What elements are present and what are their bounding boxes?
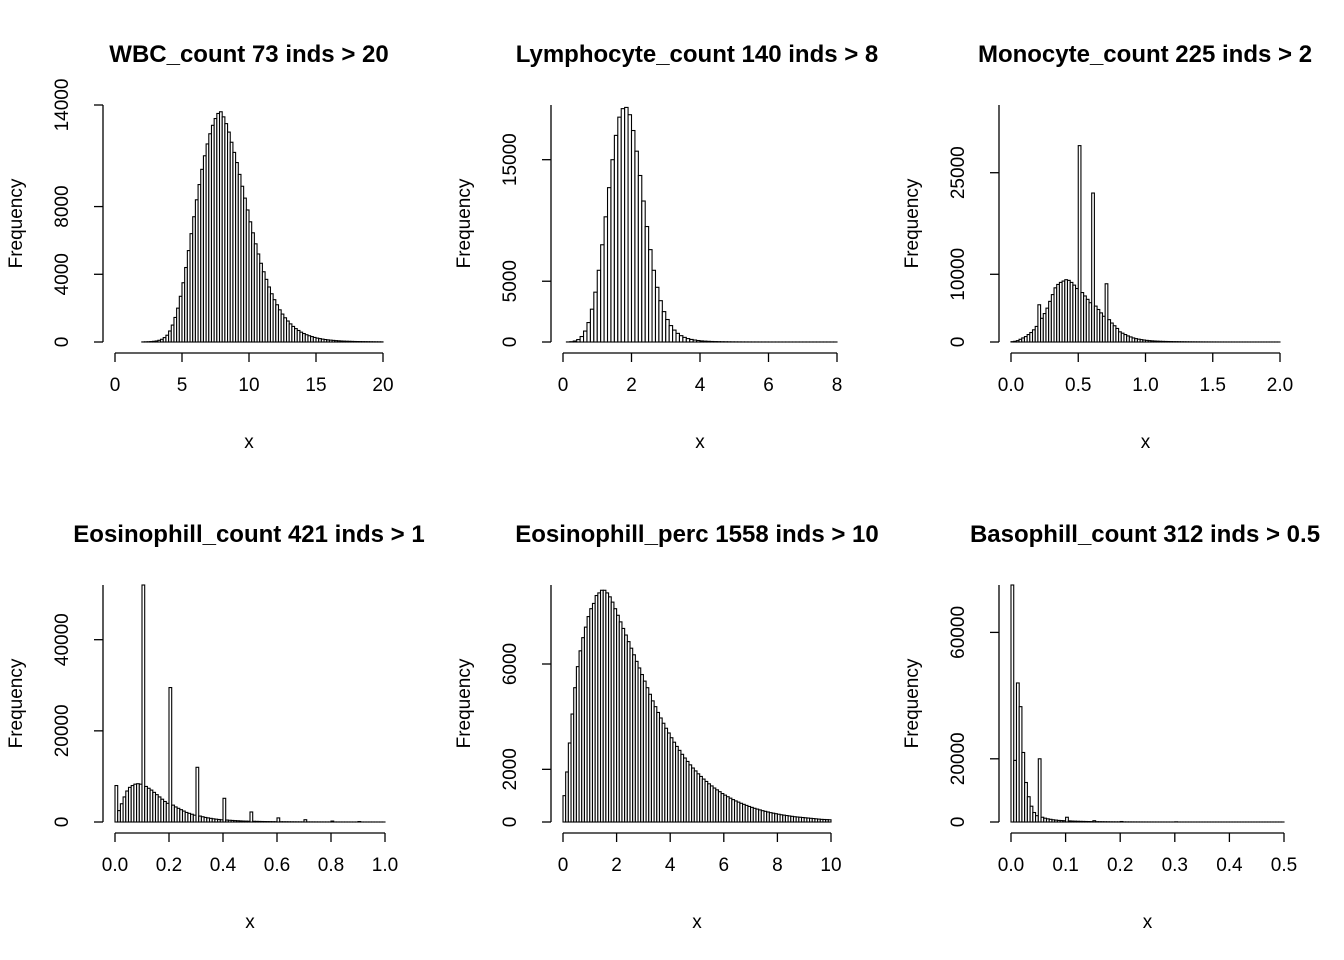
x-tick-label: 8: [772, 855, 783, 876]
histogram-bar: [168, 686, 173, 823]
x-axis-label: x: [1141, 432, 1151, 453]
x-tick-label: 1.0: [372, 855, 398, 876]
x-tick-label: 0: [558, 855, 569, 876]
x-tick-label: 0.4: [210, 855, 237, 876]
x-tick-label: 0.4: [1216, 855, 1243, 876]
x-tick-label: 8: [832, 375, 843, 396]
y-tick-label: 0: [52, 817, 73, 828]
x-tick-label: 2: [611, 855, 622, 876]
chart-title: Monocyte_count 225 inds > 2: [978, 41, 1312, 68]
histogram-panel: Eosinophill_perc 1558 inds > 10 0 2 4 6 8 10 x 0…: [454, 521, 879, 933]
histogram-panel: WBC_count 73 inds > 20 0 5 10 15 20 x 0 4000 8000…: [6, 41, 394, 453]
y-axis-label: Frequency: [6, 178, 27, 268]
histogram-bar: [1037, 758, 1042, 823]
chart-title: Lymphocyte_count 140 inds > 8: [516, 41, 879, 68]
x-tick-label: 6: [719, 855, 730, 876]
x-tick-label: 0.1: [1052, 855, 1078, 876]
x-tick-label: 5: [177, 375, 188, 396]
histogram-bar: [303, 819, 308, 823]
x-axis-label: x: [695, 432, 705, 453]
y-axis-label: Frequency: [902, 178, 923, 268]
x-tick-label: 4: [665, 855, 676, 876]
x-tick-label: 1.5: [1200, 375, 1226, 396]
histogram-bar: [1077, 145, 1082, 343]
histogram-panel: Basophill_count 312 inds > 0.5 0.0 0.1 0.2 0…: [902, 521, 1320, 933]
x-tick-label: 0.8: [318, 855, 344, 876]
chart-title: Eosinophill_count 421 inds > 1: [73, 521, 424, 548]
histogram-bar: [1010, 584, 1015, 823]
x-tick-label: 20: [372, 375, 393, 396]
y-tick-label: 0: [948, 337, 969, 348]
histogram-panel: Eosinophill_count 421 inds > 1 0.0 0.2 0.4 0…: [6, 521, 425, 933]
x-tick-label: 0.2: [1107, 855, 1133, 876]
x-tick-label: 0.0: [998, 855, 1024, 876]
histogram-bar: [222, 797, 227, 823]
y-tick-label: 0: [52, 337, 73, 348]
y-axis-label: Frequency: [454, 178, 475, 268]
x-tick-label: 2: [626, 375, 637, 396]
y-axis-label: Frequency: [6, 658, 27, 748]
histogram-bar: [249, 811, 254, 823]
chart-title: Basophill_count 312 inds > 0.5: [970, 521, 1320, 548]
x-tick-label: 0.2: [156, 855, 182, 876]
x-tick-label: 0: [558, 375, 569, 396]
y-tick-label: 14000: [52, 79, 73, 132]
x-tick-label: 1.0: [1132, 375, 1158, 396]
x-tick-label: 10: [238, 375, 259, 396]
x-axis-label: x: [692, 912, 702, 933]
y-tick-label: 10000: [948, 248, 969, 301]
y-tick-label: 0: [500, 337, 521, 348]
histogram-bar: [1091, 192, 1095, 343]
y-tick-label: 60000: [948, 606, 969, 659]
y-tick-label: 25000: [948, 146, 969, 199]
histogram-bar: [114, 784, 119, 823]
histogram-bar: [827, 819, 832, 823]
y-tick-label: 2000: [500, 748, 521, 790]
y-axis-label: Frequency: [454, 658, 475, 748]
x-axis-label: x: [245, 912, 255, 933]
histogram-panel: Monocyte_count 225 inds > 2 0.0 0.5 1.0 1.5 2…: [902, 41, 1312, 453]
histogram-bar: [276, 817, 281, 823]
y-tick-label: 0: [500, 817, 521, 828]
x-tick-label: 0.5: [1065, 375, 1091, 396]
y-tick-label: 0: [948, 817, 969, 828]
y-tick-label: 20000: [52, 704, 73, 757]
histogram-panel: Lymphocyte_count 140 inds > 8 0 2 4 6 8 x 0 5000…: [454, 41, 878, 453]
histogram-bar: [1065, 816, 1069, 823]
x-tick-label: 0: [110, 375, 121, 396]
y-tick-label: 15000: [500, 133, 521, 186]
x-tick-label: 15: [305, 375, 326, 396]
x-tick-label: 0.0: [102, 855, 128, 876]
y-tick-label: 40000: [52, 613, 73, 666]
y-tick-label: 8000: [52, 185, 73, 227]
x-tick-label: 0.6: [264, 855, 290, 876]
histogram-bar: [141, 584, 146, 823]
x-tick-label: 6: [763, 375, 774, 396]
y-tick-label: 6000: [500, 643, 521, 685]
x-tick-label: 10: [820, 855, 841, 876]
x-tick-label: 2.0: [1267, 375, 1293, 396]
histogram-bar: [195, 766, 200, 823]
y-axis-label: Frequency: [902, 658, 923, 748]
chart-title: WBC_count 73 inds > 20: [109, 41, 388, 68]
histogram-bar: [1104, 283, 1109, 343]
x-tick-label: 0.0: [998, 375, 1024, 396]
y-tick-label: 4000: [52, 253, 73, 295]
y-tick-label: 20000: [948, 732, 969, 785]
chart-title: Eosinophill_perc 1558 inds > 10: [515, 521, 878, 548]
x-axis-label: x: [1143, 912, 1153, 933]
x-tick-label: 0.3: [1162, 855, 1188, 876]
x-axis-label: x: [244, 432, 254, 453]
x-tick-label: 4: [695, 375, 706, 396]
x-tick-label: 0.5: [1271, 855, 1297, 876]
y-tick-label: 5000: [500, 260, 521, 302]
